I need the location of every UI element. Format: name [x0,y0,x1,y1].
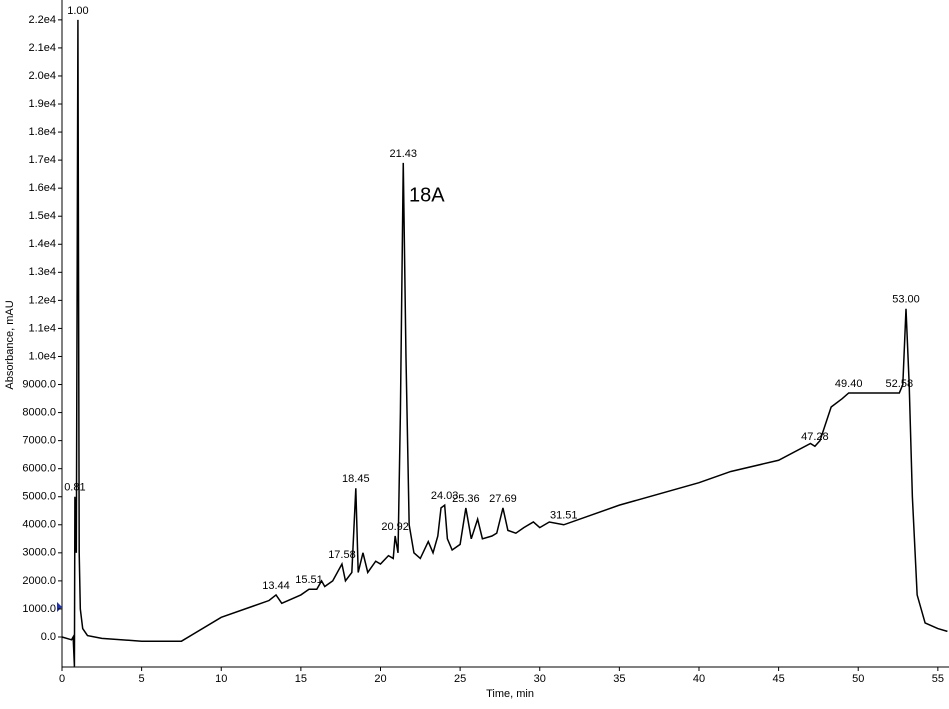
y-tick-label: 1.9e4 [28,98,56,110]
y-tick-label: 1.0e4 [28,350,56,362]
peak-label: 31.51 [550,510,578,522]
y-axis-label: Absorbance, mAU [4,300,16,389]
peak-label: 15.51 [295,574,323,586]
y-tick-label: 1.8e4 [28,126,56,138]
x-tick-label: 50 [852,673,864,685]
x-tick-label: 5 [139,673,145,685]
baseline-marker [57,602,62,612]
peak-label: 49.40 [835,378,863,390]
peak-label: 47.28 [801,431,829,443]
x-tick-label: 0 [59,673,65,685]
peak-label: 52.58 [886,378,914,390]
peak-label: 17.58 [328,549,356,561]
peak-label: 0.81 [64,482,85,494]
y-tick-label: 2000.0 [22,575,56,587]
x-axis-label: Time, min [486,688,534,700]
y-tick-label: 3000.0 [22,547,56,559]
y-tick-label: 9000.0 [22,378,56,390]
x-tick-label: 25 [454,673,466,685]
x-tick-label: 10 [215,673,227,685]
y-tick-label: 4000.0 [22,519,56,531]
y-tick-label: 1.6e4 [28,182,56,194]
y-tick-label: 7000.0 [22,435,56,447]
annotation: 18A [409,184,445,206]
x-tick-label: 45 [772,673,784,685]
peak-label: 20.92 [381,521,409,533]
y-tick-label: 2.0e4 [28,70,56,82]
y-tick-label: 1.7e4 [28,154,56,166]
peak-label: 24.03 [431,490,459,502]
trace [61,19,948,667]
x-tick-label: 15 [295,673,307,685]
y-tick-label: 2.2e4 [28,14,56,26]
peak-label: 25.36 [452,493,480,505]
x-tick-label: 35 [613,673,625,685]
x-tick-label: 40 [693,673,705,685]
y-tick-label: 1.3e4 [28,266,56,278]
y-tick-label: 1.5e4 [28,210,56,222]
x-tick-label: 20 [374,673,386,685]
peak-label: 53.00 [892,294,920,306]
y-tick-label: 6000.0 [22,463,56,475]
peak-label: 13.44 [262,580,290,592]
y-tick-label: 8000.0 [22,406,56,418]
y-tick-label: 1.4e4 [28,238,56,250]
peak-label: 1.00 [67,5,88,17]
y-tick-label: 2.1e4 [28,42,56,54]
y-tick-label: 0.0 [41,631,56,643]
x-tick-label: 30 [534,673,546,685]
peak-label: 18.45 [342,473,370,485]
y-tick-label: 1000.0 [22,603,56,615]
y-tick-label: 1.1e4 [28,322,56,334]
x-tick-label: 55 [932,673,944,685]
y-tick-label: 5000.0 [22,491,56,503]
peak-label: 27.69 [489,493,517,505]
y-tick-label: 1.2e4 [28,294,56,306]
peak-label: 21.43 [389,148,417,160]
